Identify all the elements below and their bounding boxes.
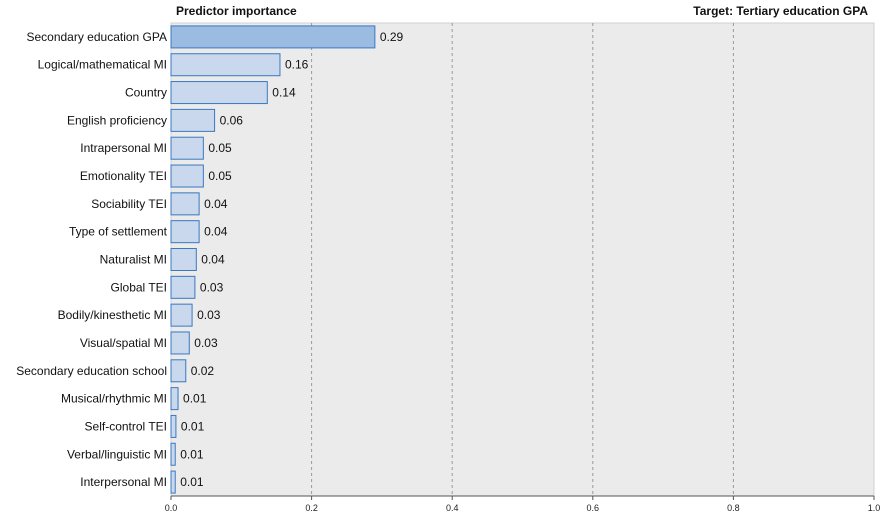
- bar: [170, 25, 376, 49]
- bars: [170, 25, 376, 494]
- category-label: Self-control TEI: [85, 419, 167, 433]
- value-label: 0.29: [380, 30, 404, 44]
- bar: [170, 136, 204, 160]
- grid-lines: [311, 23, 734, 496]
- bar: [170, 331, 190, 355]
- bar: [170, 248, 197, 271]
- value-label: 0.03: [200, 280, 224, 294]
- category-label: Emotionality TEI: [80, 169, 167, 183]
- bar: [170, 414, 177, 438]
- value-label: 0.03: [197, 308, 221, 322]
- value-label: 0.01: [180, 447, 204, 461]
- category-label: Naturalist MI: [100, 253, 167, 267]
- target-label: Target: Tertiary education GPA: [693, 4, 868, 18]
- value-label: 0.03: [194, 336, 218, 350]
- x-axis: 0.0 0.2 0.4 0.6 0.8 1.0: [165, 495, 881, 513]
- value-label: 0.14: [272, 86, 296, 100]
- value-label: 0.04: [204, 197, 228, 211]
- bar: [170, 81, 268, 105]
- bar: [170, 108, 216, 132]
- x-tick-label: 0.6: [587, 503, 600, 513]
- category-label: Sociability TEI: [91, 197, 167, 211]
- bar: [170, 470, 176, 494]
- x-tick-label: 0.0: [165, 503, 178, 513]
- chart-title: Predictor importance: [176, 4, 297, 18]
- category-label: Musical/rhythmic MI: [61, 392, 167, 406]
- value-label: 0.04: [201, 253, 225, 267]
- x-tick-label: 1.0: [868, 503, 881, 513]
- bar: [170, 220, 200, 244]
- x-tick-label: 0.4: [446, 503, 459, 513]
- value-label: 0.02: [191, 364, 215, 378]
- bar: [170, 192, 200, 216]
- category-label: Secondary education GPA: [26, 30, 167, 44]
- category-label: Intrapersonal MI: [80, 141, 167, 155]
- category-label: Country: [125, 86, 167, 100]
- category-label: Secondary education school: [16, 364, 167, 378]
- category-label: Visual/spatial MI: [80, 336, 167, 350]
- category-label: Type of settlement: [69, 225, 168, 239]
- category-label: Global TEI: [111, 280, 167, 294]
- value-label: 0.16: [285, 58, 309, 72]
- bar: [170, 164, 204, 188]
- category-label: Logical/mathematical MI: [38, 58, 167, 72]
- category-label: English proficiency: [67, 113, 167, 127]
- plot-area: [170, 22, 875, 497]
- category-labels: Secondary education GPA Logical/mathemati…: [16, 30, 167, 489]
- value-label: 0.04: [204, 225, 228, 239]
- x-tick-label: 0.2: [305, 503, 318, 513]
- x-tick-label: 0.8: [727, 503, 740, 513]
- bar: [170, 275, 196, 299]
- bar: [170, 442, 176, 466]
- category-label: Interpersonal MI: [80, 475, 167, 489]
- value-label: 0.05: [208, 169, 232, 183]
- bar: [170, 359, 187, 383]
- bar: [170, 303, 193, 327]
- value-label: 0.01: [181, 419, 205, 433]
- bar: [170, 387, 179, 411]
- bar: [170, 53, 281, 77]
- value-label: 0.06: [220, 113, 244, 127]
- category-label: Verbal/linguistic MI: [67, 447, 167, 461]
- value-label: 0.05: [208, 141, 232, 155]
- value-label: 0.01: [180, 475, 204, 489]
- category-label: Bodily/kinesthetic MI: [58, 308, 167, 322]
- value-label: 0.01: [183, 392, 207, 406]
- value-labels: 0.29 0.16 0.14 0.06 0.05 0.05 0.04 0.04 0.04 0.03…: [180, 30, 403, 489]
